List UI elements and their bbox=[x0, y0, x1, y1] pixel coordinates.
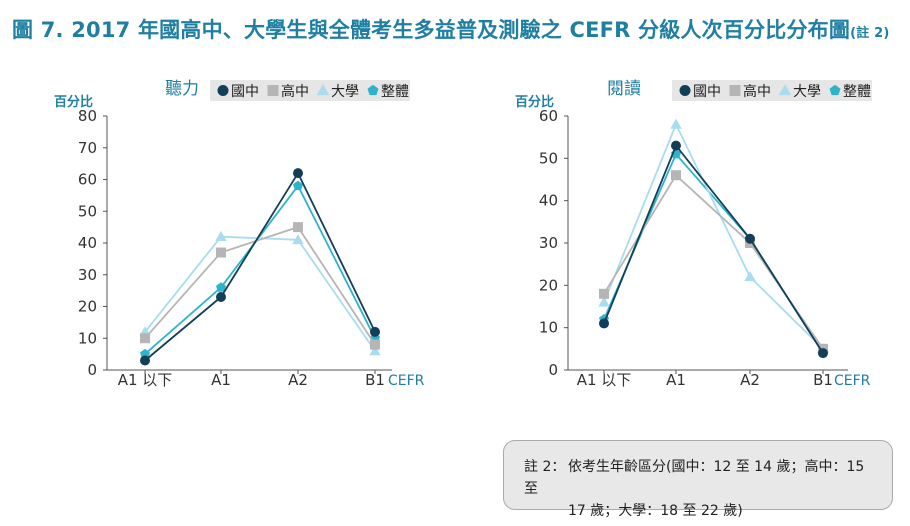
listening-x-tick-label: A1 以下 bbox=[118, 371, 173, 389]
listening-legend-marker-1 bbox=[217, 85, 229, 96]
reading-y-tick-label: 40 bbox=[539, 192, 558, 210]
listening-y-tick-label: 30 bbox=[78, 266, 97, 284]
reading-x-tick-label: A1 bbox=[666, 371, 686, 389]
reading-legend-marker-2 bbox=[729, 85, 741, 96]
reading-point-1-2 bbox=[671, 140, 681, 151]
reading-chart: 0 10 20 30 40 50 60 A1 以下 A1 A2 B1 百分比 CEFR 閱讀 國中 高中 大學 整… bbox=[515, 79, 872, 389]
footnote-label: 註 2： bbox=[524, 459, 566, 475]
listening-chart-title: 聽力 bbox=[165, 79, 199, 99]
footnote-line-2: 17 歲；大學：18 至 22 歲) bbox=[568, 503, 743, 519]
reading-point-1-1 bbox=[599, 318, 609, 329]
listening-point-3-3 bbox=[292, 234, 304, 245]
reading-point-1-3 bbox=[745, 233, 755, 244]
listening-y-tick-label: 40 bbox=[78, 234, 97, 252]
reading-legend-label-4: 整體 bbox=[843, 84, 871, 100]
listening-legend-label-2: 高中 bbox=[281, 83, 309, 100]
listening-point-3-2 bbox=[215, 230, 227, 241]
listening-point-2-4 bbox=[370, 339, 380, 350]
listening-legend-bg bbox=[210, 80, 410, 101]
reading-legend-label-3: 大學 bbox=[793, 84, 821, 100]
figure-title-note-ref: (註 2) bbox=[850, 26, 890, 41]
reading-x-tick-label: A2 bbox=[740, 371, 760, 389]
reading-y-tick-label: 20 bbox=[539, 276, 558, 294]
listening-y-tick-label: 10 bbox=[78, 329, 97, 347]
listening-point-3-4 bbox=[369, 345, 381, 356]
reading-series-line-3 bbox=[603, 122, 824, 350]
listening-point-4-1 bbox=[140, 348, 150, 359]
listening-x-tick-label: A1 bbox=[211, 371, 231, 389]
listening-series-line-1 bbox=[144, 171, 376, 362]
reading-x-axis-title: CEFR bbox=[834, 373, 871, 389]
listening-x-axis-title: CEFR bbox=[388, 373, 425, 389]
reading-y-axis-title: 百分比 bbox=[515, 94, 554, 110]
listening-legend-label-1: 國中 bbox=[231, 84, 259, 100]
reading-chart-title: 閱讀 bbox=[607, 79, 641, 99]
listening-point-2-3 bbox=[293, 222, 303, 233]
listening-series-line-2 bbox=[144, 226, 376, 346]
listening-y-tick-label: 0 bbox=[87, 361, 97, 379]
reading-point-1-4 bbox=[818, 348, 828, 359]
reading-y-tick-label: 60 bbox=[539, 107, 558, 125]
reading-y-tick-label: 30 bbox=[539, 234, 558, 252]
listening-legend-marker-2 bbox=[267, 85, 279, 96]
listening-point-2-2 bbox=[216, 247, 226, 258]
reading-y-tick-label: 10 bbox=[539, 319, 558, 337]
reading-point-3-1 bbox=[598, 296, 610, 307]
reading-point-3-2 bbox=[670, 118, 682, 129]
reading-legend-marker-3 bbox=[778, 84, 792, 96]
listening-series-line-3 bbox=[144, 235, 376, 352]
listening-point-2-1 bbox=[140, 333, 150, 344]
reading-legend-bg bbox=[672, 80, 872, 101]
footnote-box: 註 2： 依考生年齡區分(國中：12 至 14 歲；高中：15 至 17 歲；大學… bbox=[503, 440, 893, 519]
footnote-line-1: 註 2： 依考生年齡區分(國中：12 至 14 歲；高中：15 至 bbox=[524, 456, 882, 500]
reading-y-tick-label: 50 bbox=[539, 149, 558, 167]
listening-legend-marker-4 bbox=[367, 84, 379, 96]
listening-series-line-4 bbox=[144, 184, 376, 355]
reading-legend-label-1: 國中 bbox=[693, 84, 721, 100]
listening-chart: 0 10 20 30 40 50 60 70 80 A1 以下 A1 A2 B1 百分比 CEFR 聽力 國中 高… bbox=[54, 79, 425, 389]
figure-title-text: 圖 7. 2017 年國高中、大學生與全體考生多益普及測驗之 CEFR 分級人次… bbox=[12, 18, 851, 42]
reading-legend-label-2: 高中 bbox=[743, 83, 771, 100]
reading-point-2-2 bbox=[671, 170, 681, 181]
listening-y-tick-label: 80 bbox=[78, 107, 97, 125]
figure-title: 圖 7. 2017 年國高中、大學生與全體考生多益普及測驗之 CEFR 分級人次… bbox=[12, 14, 890, 44]
reading-legend-marker-1 bbox=[679, 85, 691, 96]
listening-point-1-4 bbox=[370, 326, 380, 337]
listening-point-1-1 bbox=[140, 355, 150, 366]
reading-x-tick-label: B1 bbox=[813, 371, 833, 389]
reading-point-3-3 bbox=[744, 271, 756, 282]
listening-y-tick-label: 60 bbox=[78, 171, 97, 189]
reading-series-line-1 bbox=[603, 143, 824, 354]
listening-legend-marker-3 bbox=[316, 84, 330, 96]
listening-x-tick-label: B1 bbox=[365, 371, 385, 389]
listening-y-tick-label: 70 bbox=[78, 139, 97, 157]
footnote-text-1: 依考生年齡區分(國中：12 至 14 歲；高中：15 至 bbox=[524, 459, 865, 497]
listening-y-tick-label: 50 bbox=[78, 202, 97, 220]
reading-y-tick-label: 0 bbox=[548, 361, 558, 379]
listening-y-tick-label: 20 bbox=[78, 298, 97, 316]
reading-point-2-1 bbox=[599, 288, 609, 299]
listening-point-1-2 bbox=[216, 291, 226, 302]
reading-legend-marker-4 bbox=[829, 84, 841, 96]
listening-y-axis-title: 百分比 bbox=[54, 94, 93, 110]
listening-point-4-3 bbox=[293, 180, 303, 191]
listening-x-tick-label: A2 bbox=[288, 371, 308, 389]
listening-legend-label-3: 大學 bbox=[331, 84, 359, 100]
listening-point-1-3 bbox=[293, 168, 303, 179]
listening-legend-label-4: 整體 bbox=[381, 84, 409, 100]
listening-point-4-2 bbox=[216, 282, 226, 292]
reading-series-line-4 bbox=[603, 152, 824, 354]
reading-x-tick-label: A1 以下 bbox=[577, 371, 632, 389]
